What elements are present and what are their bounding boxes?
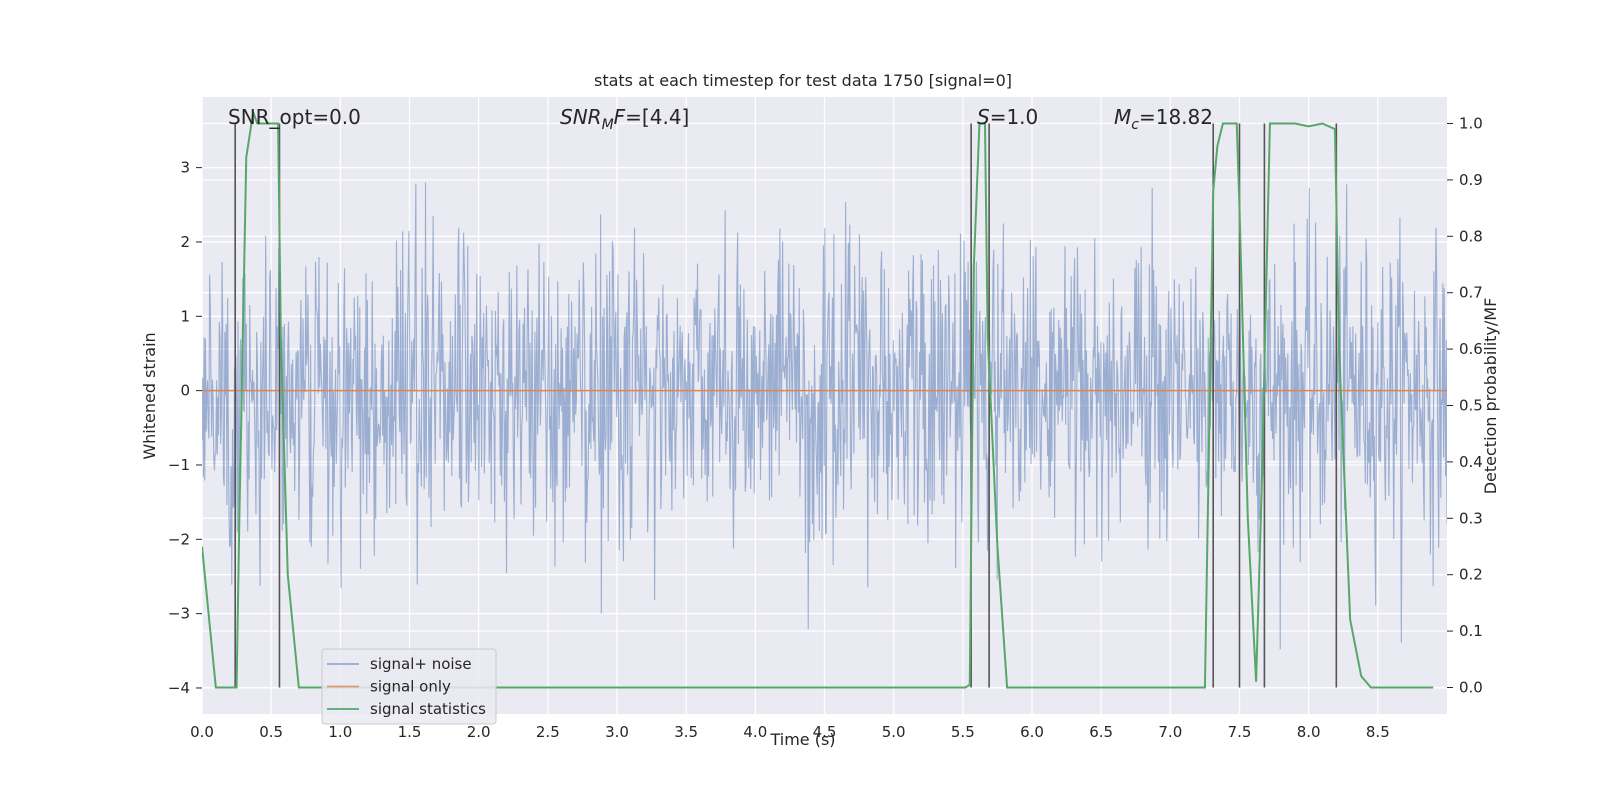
annotation-part: SNR	[560, 105, 602, 129]
annotation-part: F	[614, 105, 626, 129]
annotation-part: S	[977, 105, 990, 129]
y-left-tick-label: −3	[168, 605, 190, 623]
x-axis-ticks: 0.0 0.5 1.0 1.5 2.0 2.5 3.0 3.5 4.0 4.5 5.0 5.5 6.0 6…	[190, 723, 1390, 741]
series-signal-statistics	[202, 111, 1434, 689]
legend: signal+ noise signal only signal statistic…	[321, 648, 497, 725]
x-tick-label: 5.5	[951, 723, 975, 741]
y-right-tick-label: 0.6	[1459, 340, 1483, 358]
annotation-part: =1.0	[990, 105, 1039, 129]
x-tick-label: 7.0	[1158, 723, 1182, 741]
y-axis-left-label: Whitened strain	[140, 332, 159, 459]
x-tick-label: 3.5	[674, 723, 698, 741]
x-tick-label: 4.0	[743, 723, 767, 741]
y-right-tick-label: 0.5	[1459, 397, 1483, 415]
x-tick-label: 6.0	[1020, 723, 1044, 741]
x-tick-label: 4.5	[813, 723, 837, 741]
x-tick-label: 7.5	[1228, 723, 1252, 741]
x-axis-label: Time (s)	[769, 730, 835, 749]
y-axis-right-label: Detection probability/MF	[1481, 298, 1500, 495]
y-right-tick-label: 0.0	[1459, 678, 1483, 696]
x-tick-label: 0.0	[190, 723, 214, 741]
legend-box	[321, 648, 497, 725]
y-right-tick-label: 0.8	[1459, 227, 1483, 245]
y-left-tick-label: 3	[180, 159, 190, 177]
legend-entry: signal only	[370, 678, 451, 696]
annotation-part: c	[1131, 117, 1139, 133]
signal-statistics-line	[202, 111, 1434, 689]
annotation-part: =18.82	[1139, 105, 1213, 129]
y-left-tick-label: −4	[168, 679, 190, 697]
y-right-tick-label: 0.3	[1459, 509, 1483, 527]
x-tick-label: 1.0	[328, 723, 352, 741]
x-tick-label: 2.5	[536, 723, 560, 741]
y-left-tick-label: 1	[180, 307, 190, 325]
y-left-tick-label: 2	[180, 233, 190, 251]
y-left-tick-label: −2	[168, 530, 190, 548]
y-axis-left-ticks: 3 2 1 0 −1 −2 −3 −4	[168, 159, 202, 697]
y-right-tick-label: 0.2	[1459, 566, 1483, 584]
y-left-tick-label: −1	[168, 456, 190, 474]
x-tick-label: 2.0	[467, 723, 491, 741]
x-tick-label: 0.5	[259, 723, 283, 741]
y-right-tick-label: 1.0	[1459, 115, 1483, 133]
x-tick-label: 8.0	[1297, 723, 1321, 741]
y-axis-right-ticks: 1.0 0.9 0.8 0.7 0.6 0.5 0.4 0.3 0.2 0.1 0.0	[1447, 115, 1483, 696]
x-tick-label: 5.0	[882, 723, 906, 741]
annotation-mc-val: Mc=18.82	[1114, 105, 1213, 133]
annotation-s-val: S=1.0	[977, 105, 1038, 129]
annotation-snr-mf: SNRMF=[4.4]	[560, 105, 689, 133]
y-right-tick-label: 0.7	[1459, 284, 1483, 302]
chart-title: stats at each timestep for test data 175…	[594, 71, 1012, 90]
y-left-tick-label: 0	[180, 382, 190, 400]
annotations: SNR_opt=0.0 SNRMF=[4.4] S=1.0 Mc=18.82	[228, 105, 1213, 133]
y-right-tick-label: 0.9	[1459, 171, 1483, 189]
annotation-part: =[4.4]	[625, 105, 689, 129]
x-tick-label: 3.0	[605, 723, 629, 741]
x-tick-label: 8.5	[1366, 723, 1390, 741]
annotation-snr-opt: SNR_opt=0.0	[228, 105, 361, 129]
legend-entry: signal+ noise	[370, 655, 472, 673]
y-right-tick-label: 0.1	[1459, 622, 1483, 640]
legend-entry: signal statistics	[370, 700, 486, 718]
annotation-part: M	[602, 117, 614, 133]
x-tick-label: 6.5	[1089, 723, 1113, 741]
x-tick-label: 1.5	[398, 723, 422, 741]
annotation-part: M	[1114, 105, 1131, 129]
y-right-tick-label: 0.4	[1459, 453, 1483, 471]
